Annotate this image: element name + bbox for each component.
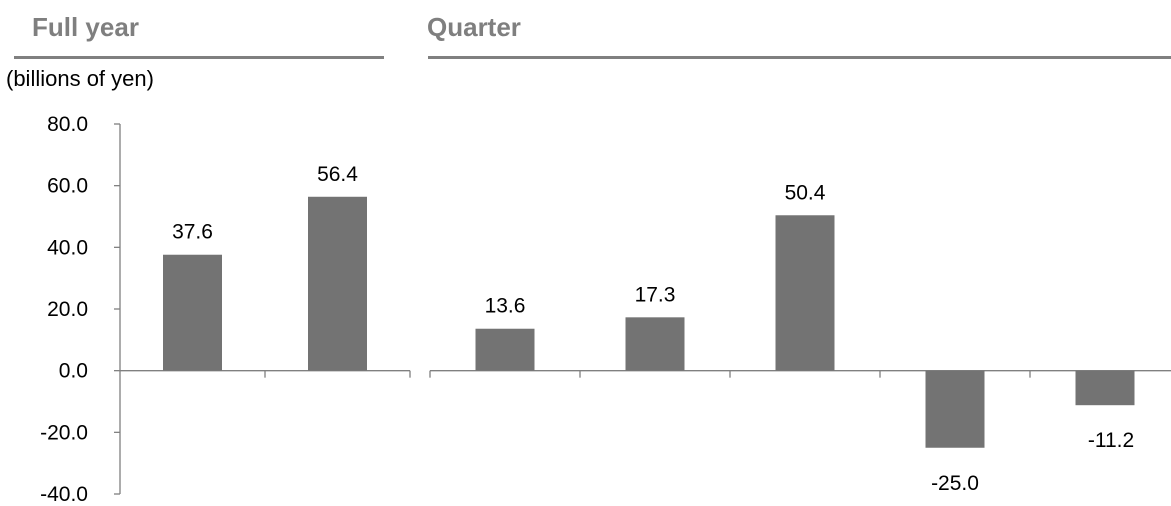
quarter-rule [428, 56, 1171, 59]
bar [163, 254, 222, 371]
data-label: 50.4 [785, 181, 826, 204]
data-label: -25.0 [931, 472, 979, 495]
bar [475, 328, 535, 371]
full-year-rule [14, 56, 384, 59]
data-label: 56.4 [317, 163, 358, 186]
data-label: 13.6 [485, 295, 526, 318]
quarter-header: Quarter [427, 12, 521, 42]
y-tick-label: 40.0 [47, 236, 88, 259]
bar [308, 196, 367, 371]
y-tick-label: 60.0 [47, 175, 88, 198]
y-tick-label: 80.0 [47, 113, 88, 136]
data-label: 17.3 [635, 283, 676, 306]
bar [1075, 370, 1135, 406]
bar [625, 317, 685, 371]
unit-label: (billions of yen) [6, 66, 154, 91]
y-tick-label: 20.0 [47, 298, 88, 321]
data-label: 37.6 [172, 221, 213, 244]
data-label: -11.2 [1088, 429, 1134, 452]
bar [775, 215, 835, 371]
y-tick-label: 0.0 [59, 360, 88, 383]
full-year-header: Full year [32, 12, 139, 42]
y-tick-label: -20.0 [40, 421, 88, 444]
y-tick-label: -40.0 [40, 483, 88, 506]
bar [925, 370, 985, 448]
